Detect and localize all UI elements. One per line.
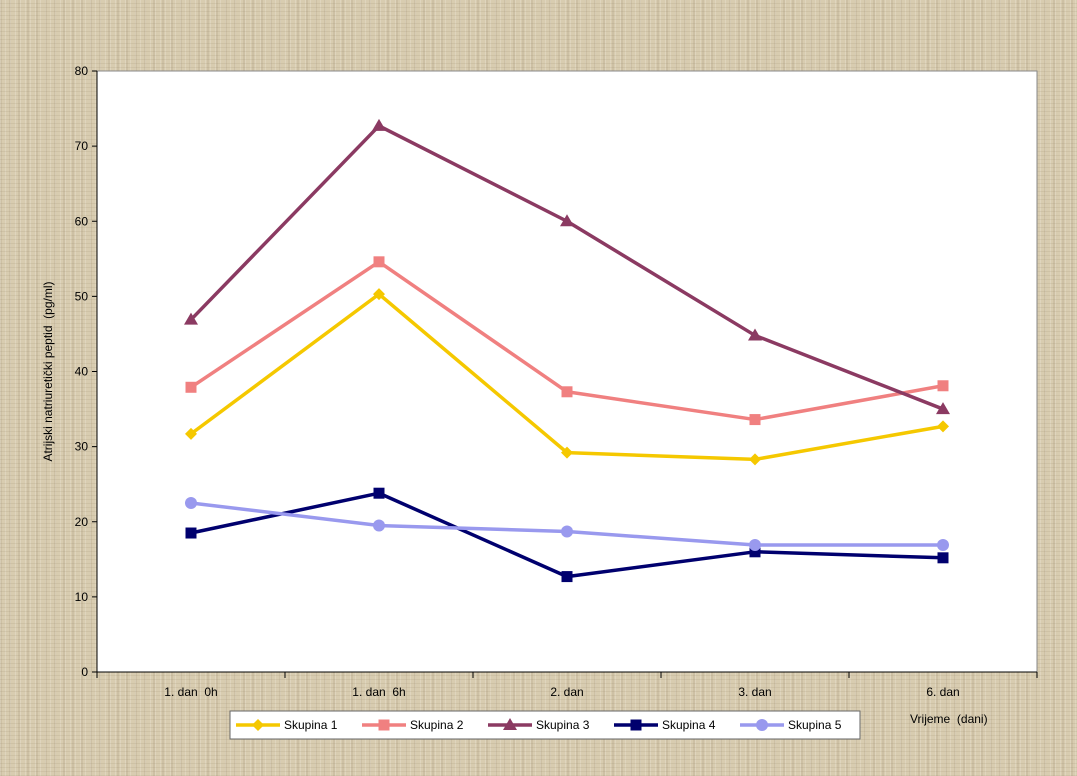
data-point [373, 288, 385, 301]
y-tick-label: 20 [75, 515, 89, 529]
y-tick-label: 80 [75, 64, 89, 78]
y-tick-label: 50 [75, 289, 89, 303]
x-tick-label: 6. dan [926, 685, 959, 699]
legend-item-3: Skupina 3 [488, 718, 590, 732]
legend-label: Skupina 1 [284, 718, 338, 732]
data-point [561, 386, 573, 398]
legend-swatch-marker [630, 719, 642, 731]
legend-label: Skupina 5 [788, 718, 842, 732]
data-point [373, 519, 385, 532]
data-point [373, 256, 385, 268]
y-tick-label: 10 [75, 590, 89, 604]
x-axis-title: Vrijeme (dani) [910, 712, 988, 726]
data-point [373, 487, 385, 499]
legend-item-4: Skupina 4 [614, 718, 716, 732]
series-4 [185, 487, 949, 583]
data-point [560, 214, 574, 227]
data-point [749, 546, 761, 558]
legend-swatch-marker [378, 719, 390, 731]
data-point [372, 118, 386, 131]
legend-label: Skupina 2 [410, 718, 464, 732]
data-point [184, 312, 198, 325]
series-1 [185, 288, 949, 466]
series-2 [185, 256, 949, 426]
x-tick-label: 1. dan 0h [164, 685, 217, 699]
y-tick-label: 70 [75, 139, 89, 153]
data-point [937, 552, 949, 564]
data-point [185, 381, 197, 393]
y-axis-title: Atrijski natriuretički peptid (pg/ml) [41, 281, 55, 461]
x-tick-label: 1. dan 6h [352, 685, 405, 699]
data-point [937, 420, 949, 433]
data-point [936, 402, 950, 415]
y-tick-label: 30 [75, 440, 89, 454]
data-point [561, 571, 573, 583]
legend-item-2: Skupina 2 [362, 718, 464, 732]
legend-swatch-marker [756, 719, 768, 731]
data-point [749, 539, 761, 552]
data-point [561, 525, 573, 538]
legend-label: Skupina 4 [662, 718, 716, 732]
legend: Skupina 1 Skupina 2 Skupina 3 Skupina 4 Skup… [229, 710, 861, 740]
series-layer [184, 118, 950, 583]
legend-swatch-marker [252, 719, 264, 731]
data-point [185, 496, 197, 509]
x-tick-label: 3. dan [738, 685, 771, 699]
data-point [749, 414, 761, 426]
data-point [185, 427, 197, 440]
legend-item-5: Skupina 5 [740, 718, 842, 732]
y-tick-label: 40 [75, 365, 89, 379]
series-3 [184, 118, 950, 415]
y-tick-label: 60 [75, 214, 89, 228]
legend-swatch-marker [503, 718, 517, 730]
data-point [749, 453, 761, 466]
x-axis: 1. dan 0h 1. dan 6h 2. dan 3. dan 6. dan [96, 671, 1038, 699]
legend-item-1: Skupina 1 [236, 718, 338, 732]
data-point [185, 527, 197, 539]
data-point [748, 328, 762, 341]
series-5 [185, 496, 949, 552]
y-axis: 0 10 20 30 40 50 60 70 80 [75, 64, 98, 679]
x-tick-label: 2. dan [550, 685, 583, 699]
y-tick-label: 0 [81, 665, 88, 679]
legend-label: Skupina 3 [536, 718, 590, 732]
data-point [937, 539, 949, 552]
data-point [937, 380, 949, 392]
data-point [561, 446, 573, 459]
